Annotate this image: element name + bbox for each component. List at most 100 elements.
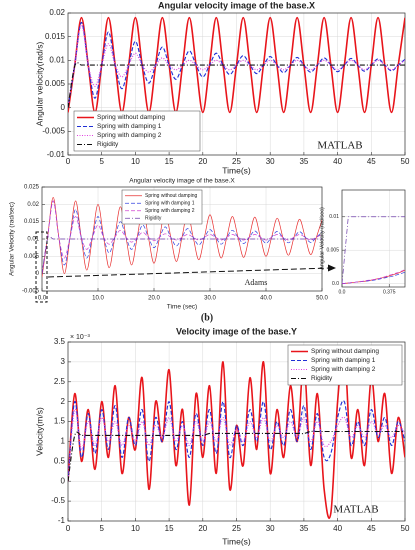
y-tick-label: -0.005 — [42, 126, 65, 135]
y-tick-label: 0.025 — [24, 185, 40, 191]
legend-label: Rigidity — [97, 141, 119, 148]
y-tick-label: 0.01 — [49, 55, 65, 64]
x-tick-label: 50 — [401, 157, 410, 166]
x-tick-label: 50 — [401, 524, 410, 533]
y-axis-label: Velocity(m/s) — [34, 407, 44, 456]
series-line — [68, 21, 405, 108]
x-tick-label: 35 — [299, 524, 308, 533]
y-axis-label: Angular Velocity (rad/sec) — [9, 202, 16, 276]
legend-label: Spring with damping 2 — [311, 366, 376, 373]
x-tick-label: 40 — [333, 524, 342, 533]
x-tick-label: 30 — [266, 524, 275, 533]
plot-frame — [67, 12, 406, 156]
legend-label: Spring with damping 2 — [97, 132, 162, 139]
y-axis-label: Angular Velocity (rad/sec) — [319, 207, 325, 270]
zoom-arrow — [47, 267, 331, 278]
x-tick-label: 15 — [165, 157, 174, 166]
y-tick-label: 0.02 — [27, 202, 39, 208]
legend-label: Spring with damping 1 — [311, 357, 376, 364]
x-tick-label: 25 — [232, 524, 241, 533]
chart-title: Velocity image of the base.Y — [176, 326, 297, 336]
series-line — [342, 271, 405, 285]
plot-frame — [341, 189, 406, 288]
y-tick-label: -0.005 — [22, 289, 40, 295]
y-tick-label: 0.01 — [27, 237, 39, 243]
series-line — [42, 200, 322, 274]
series-line — [68, 430, 405, 482]
y-tick-label: -1 — [58, 516, 66, 525]
x-tick-label: 45 — [367, 524, 376, 533]
legend-label: Spring without damping — [97, 114, 165, 121]
series-line — [68, 409, 405, 482]
annotation: MATLAB — [333, 504, 378, 516]
x-tick-label: 30 — [266, 157, 275, 166]
x-tick-label: 50.0 — [316, 296, 328, 302]
legend-label: Rigidity — [311, 375, 333, 382]
y-tick-label: 3 — [61, 357, 66, 366]
chart-title: Angular velocity image of the base.X — [158, 0, 315, 10]
y-tick-label: 1.5 — [54, 417, 66, 426]
y-tick-label: 2.5 — [54, 377, 66, 386]
series-line — [42, 236, 322, 274]
x-tick-label: 10.0 — [92, 296, 104, 302]
panel-label: (b) — [201, 312, 213, 323]
x-axis-label: Time(s) — [222, 536, 251, 546]
arrow-head — [328, 264, 336, 272]
y-tick-label: 0 — [36, 271, 40, 277]
legend-label: Rigidity — [145, 216, 162, 222]
x-tick-label: 35 — [299, 157, 308, 166]
y-tick-label: 0.005 — [326, 248, 339, 254]
y-tick-label: 0.015 — [45, 32, 66, 41]
x-tick-label: 40.0 — [260, 296, 272, 302]
y-tick-label: 0.005 — [45, 79, 66, 88]
y-tick-label: 0.015 — [24, 219, 40, 225]
y-tick-label: -0.5 — [51, 496, 65, 505]
x-tick-label: 20.0 — [148, 296, 160, 302]
x-tick-label: 10 — [131, 157, 140, 166]
y-tick-label: 0.0 — [332, 281, 339, 287]
x-tick-label: 5 — [99, 524, 104, 533]
y-tick-label: 0.01 — [329, 214, 339, 220]
legend-label: Spring with damping 2 — [145, 208, 195, 214]
y-axis-label: Angular velocity(rad/s) — [34, 42, 44, 127]
x-tick-label: 25 — [232, 157, 241, 166]
x-tick-label: 0 — [66, 157, 71, 166]
y-tick-label: 2 — [61, 397, 66, 406]
x-axis-label: Time (sec) — [167, 304, 197, 311]
y-tick-label: 3.5 — [54, 337, 66, 346]
y-tick-label: 0 — [61, 103, 66, 112]
series-line — [68, 400, 405, 482]
chart-title: Angular velocity image of the base.X — [129, 178, 235, 185]
y-tick-label: 0 — [61, 476, 66, 485]
x-tick-label: 15 — [165, 524, 174, 533]
legend-label: Spring with damping 1 — [145, 201, 195, 207]
x-axis-label: Time(s) — [222, 165, 251, 175]
y-tick-label: -0.01 — [47, 150, 66, 159]
x-tick-label: 40 — [333, 157, 342, 166]
x-tick-label: 0.0 — [339, 289, 346, 295]
annotation: MATLAB — [317, 140, 362, 152]
y-tick-label: 1 — [61, 437, 66, 446]
x-tick-label: 0.0 — [38, 296, 47, 302]
legend-label: Spring with damping 1 — [97, 123, 162, 130]
x-tick-label: 20 — [198, 157, 207, 166]
x-tick-label: 30.0 — [204, 296, 216, 302]
y-tick-label: 0.5 — [54, 456, 66, 465]
legend-label: Spring without damping — [311, 348, 379, 355]
x-tick-label: 0 — [66, 524, 71, 533]
x-tick-label: 20 — [198, 524, 207, 533]
legend-box — [73, 110, 201, 152]
x-tick-label: 10 — [131, 524, 140, 533]
y-scale-label: × 10⁻³ — [70, 334, 91, 341]
x-tick-label: 5 — [99, 157, 104, 166]
series-line — [342, 269, 405, 285]
series-line — [342, 216, 405, 284]
x-tick-label: 45 — [367, 157, 376, 166]
plot-area — [342, 190, 405, 287]
y-tick-label: 0.02 — [49, 8, 65, 17]
y-tick-label: 0.005 — [24, 254, 40, 260]
legend-label: Spring without damping — [145, 193, 197, 199]
annotation: Adams — [245, 278, 268, 287]
series-line — [68, 62, 405, 108]
